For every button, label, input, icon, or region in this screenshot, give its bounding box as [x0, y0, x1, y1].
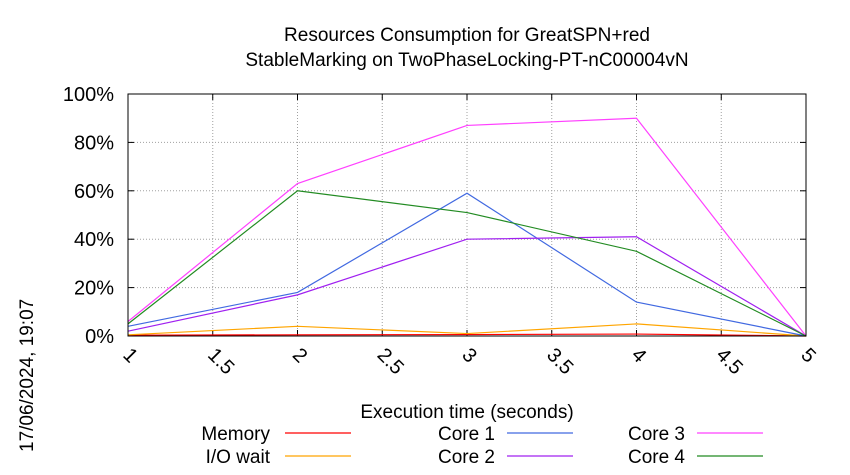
x-axis-label: Execution time (seconds): [360, 402, 573, 423]
series-line-core-4: [127, 190, 807, 337]
y-tick-label: 0%: [85, 326, 114, 348]
timestamp-label: 17/06/2024, 19:07: [17, 299, 38, 452]
x-tick-label: 3: [457, 344, 480, 367]
plot-frame: [127, 93, 807, 337]
y-tick-label: 60%: [74, 181, 114, 203]
x-tick-label: 1: [118, 344, 141, 367]
chart-title-line-2: StableMarking on TwoPhaseLocking-PT-nC00…: [245, 50, 688, 71]
series-line-core-1: [127, 192, 807, 337]
x-tick-label: 4: [627, 344, 650, 367]
chart-title-line-1: Resources Consumption for GreatSPN+red: [284, 25, 650, 46]
series-line-memory: [127, 333, 807, 337]
x-tick-label: 2: [288, 344, 311, 367]
legend-label-core-3: Core 3: [628, 424, 685, 445]
y-tick-label: 100%: [63, 84, 114, 106]
x-tick-label: 2.5: [373, 344, 408, 379]
legend-label-memory: Memory: [201, 424, 270, 445]
y-tick-label: 80%: [74, 132, 114, 154]
x-tick-label: 3.5: [542, 344, 577, 379]
x-tick-label: 4.5: [712, 344, 747, 379]
legend-label-core-4: Core 4: [628, 447, 685, 468]
legend-label-core-1: Core 1: [438, 424, 495, 445]
y-tick-label: 40%: [74, 229, 114, 251]
series-lines: [127, 117, 807, 337]
series-line-core-3: [127, 117, 807, 337]
y-tick-label: 20%: [74, 278, 114, 300]
series-line-core-2: [127, 236, 807, 337]
legend-label-i-o-wait: I/O wait: [206, 447, 271, 468]
grid-lines: [128, 94, 806, 336]
series-line-i-o-wait: [127, 323, 807, 337]
legend-label-core-2: Core 2: [438, 447, 495, 468]
x-tick-label: 5: [796, 344, 819, 367]
x-tick-label: 1.5: [203, 344, 238, 379]
